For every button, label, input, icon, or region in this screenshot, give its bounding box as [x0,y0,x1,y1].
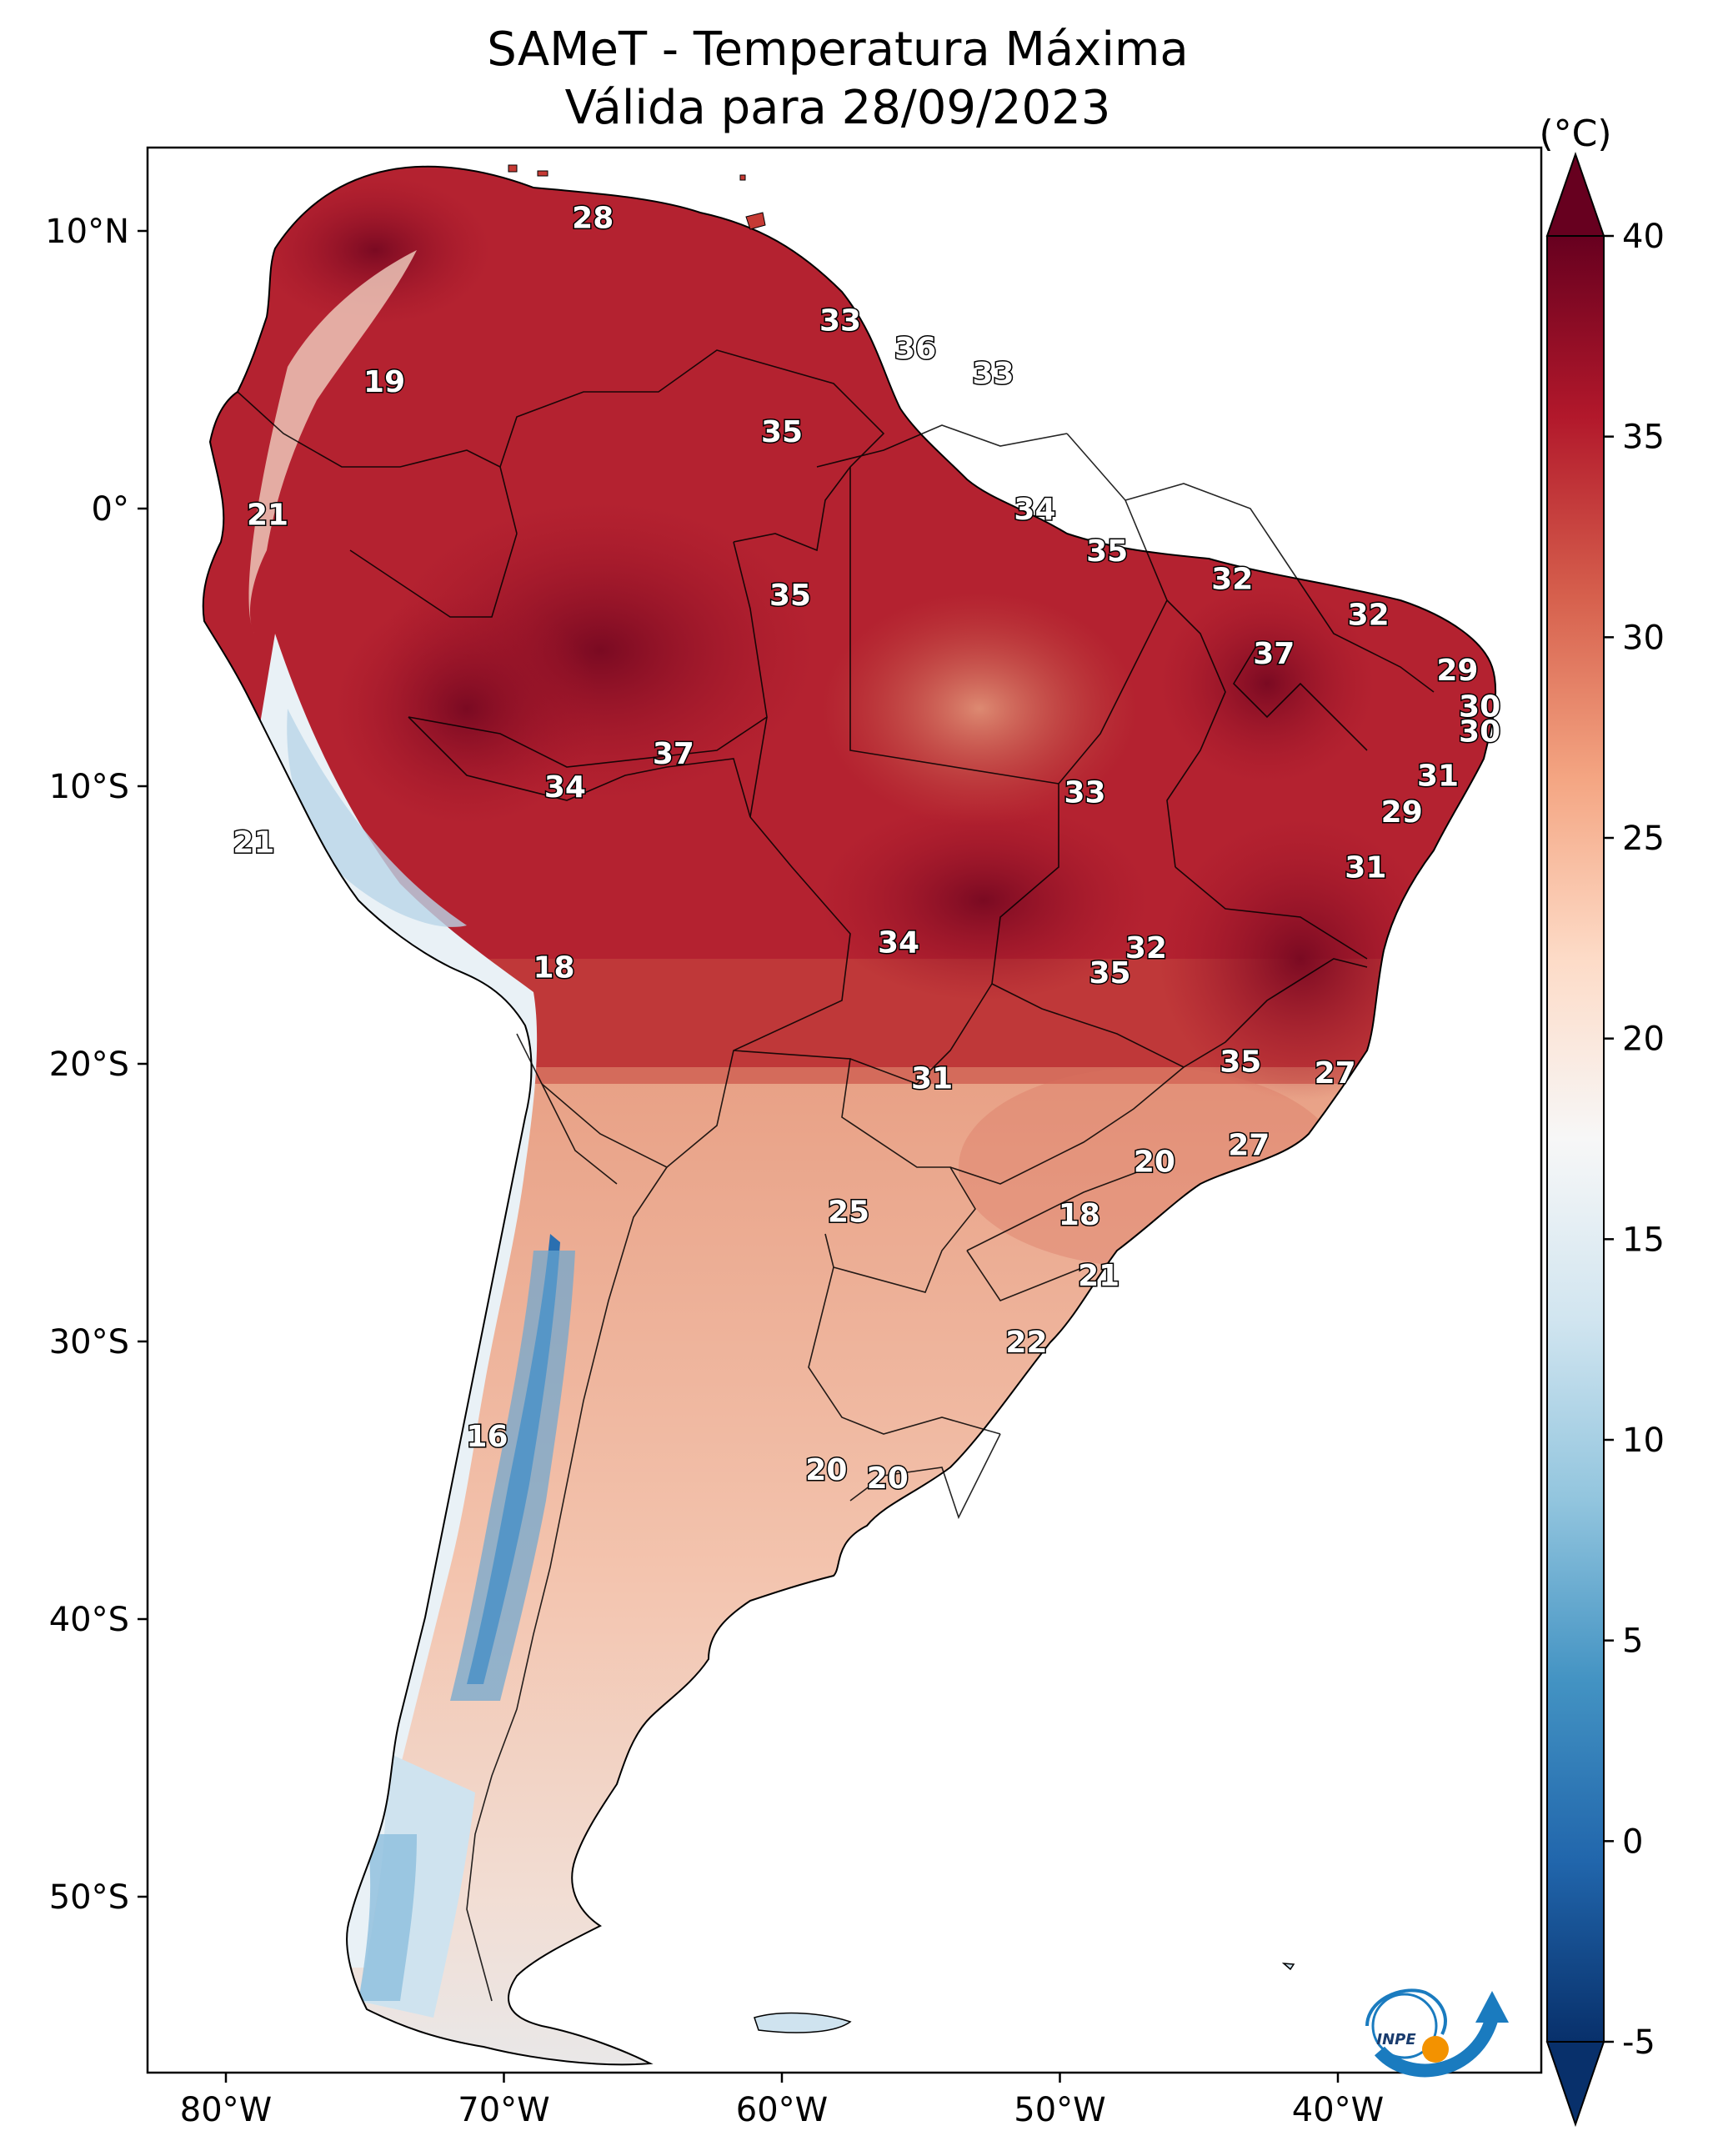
temperature-label: 20 [805,1453,847,1487]
inpe-logo: INPE [1365,1988,1509,2078]
y-tick-label: 20°S [49,1045,129,1084]
temperature-label: 35 [769,579,811,613]
temperature-label: 31 [1345,851,1386,885]
x-axis: 80°W 70°W 60°W 50°W 40°W [180,2073,1384,2129]
temperature-label: 35 [761,415,803,449]
country-borders [237,349,1435,2002]
y-tick-label: 10°N [45,213,129,251]
temperature-label: 35 [1220,1045,1261,1080]
temperature-label: 21 [247,499,288,533]
temperature-label: 27 [1315,1056,1356,1091]
temperature-label: 33 [972,357,1014,391]
colorbar-tick-label: 0 [1622,1823,1643,1861]
temperature-label: 37 [653,737,694,771]
y-tick-label: 50°S [49,1878,129,1917]
temperature-field [203,166,1496,2065]
x-tick-label: 50°W [1014,2091,1105,2129]
map-title-line2: Válida para 28/09/2023 [565,81,1111,135]
colorbar-tick-label: 5 [1622,1622,1643,1661]
colorbar-tick-label: 30 [1622,619,1665,657]
y-tick-label: 10°S [49,768,129,806]
y-tick-label: 30°S [49,1323,129,1361]
inpe-logo-text: INPE [1376,2031,1416,2048]
colorbar-bottom-extend [1545,2041,1605,2128]
y-axis: 10°N 0° 10°S 20°S 30°S 40°S 50°S [45,213,148,1917]
x-tick-label: 70°W [458,2091,549,2129]
temperature-label: 31 [1417,760,1459,794]
temperature-label: 29 [1381,795,1423,830]
temperature-label: 25 [828,1195,869,1229]
colorbar-top-extend [1545,151,1605,237]
x-tick-label: 40°W [1292,2091,1384,2129]
temperature-label: 32 [1348,599,1390,633]
temperature-label: 34 [1014,493,1055,527]
temperature-label: 31 [911,1062,953,1096]
colorbar: (°C) 40 35 30 25 20 15 10 5 0 -5 [1539,113,1665,2128]
y-tick-label: 0° [92,490,129,529]
temperature-label: 27 [1228,1129,1270,1163]
colorbar-tick-label: 15 [1622,1221,1665,1259]
temperature-label: 22 [1005,1326,1047,1360]
x-tick-label: 60°W [736,2091,828,2129]
temperature-label: 20 [867,1462,909,1496]
caribbean-islands [508,164,766,230]
temperature-label: 30 [1459,689,1500,724]
temperature-label: 28 [572,201,614,235]
small-islands [754,1963,1295,2033]
temperature-label: 34 [544,770,586,805]
temperature-label: 34 [878,925,919,960]
temperature-label: 37 [1253,637,1295,671]
y-tick-label: 40°S [49,1601,129,1639]
colorbar-body [1546,235,1605,2043]
map-title-line1: SAMeT - Temperatura Máxima [487,23,1189,77]
temperature-label: 18 [533,950,574,985]
temperature-label: 16 [466,1420,508,1454]
colorbar-unit: (°C) [1539,113,1611,155]
colorbar-tick-label: 10 [1622,1421,1665,1460]
temperature-label: 35 [1086,534,1128,569]
colorbar-tick-label: 40 [1622,218,1665,256]
temperature-label: 30 [1459,714,1500,749]
temperature-label: 36 [894,332,936,366]
temperature-label: 32 [1125,931,1167,965]
colorbar-tick-label: 20 [1622,1020,1665,1059]
temperature-label: 35 [1089,956,1130,990]
map-frame [146,146,1543,2074]
temperature-label: 19 [363,365,405,399]
colorbar-tick-label: 25 [1622,820,1665,858]
temperature-label: 32 [1211,562,1253,596]
x-tick-label: 80°W [180,2091,272,2129]
colorbar-tick-label: 35 [1622,419,1665,457]
temperature-label: 20 [1134,1146,1175,1180]
temperature-label: 29 [1436,654,1478,688]
temperature-label: 33 [1064,776,1105,810]
colorbar-tick-label: -5 [1622,2023,1655,2062]
temperature-label: 21 [233,826,274,860]
temperature-label: 21 [1078,1259,1119,1293]
temperature-label: 33 [819,304,861,338]
temperature-label: 18 [1059,1198,1100,1232]
